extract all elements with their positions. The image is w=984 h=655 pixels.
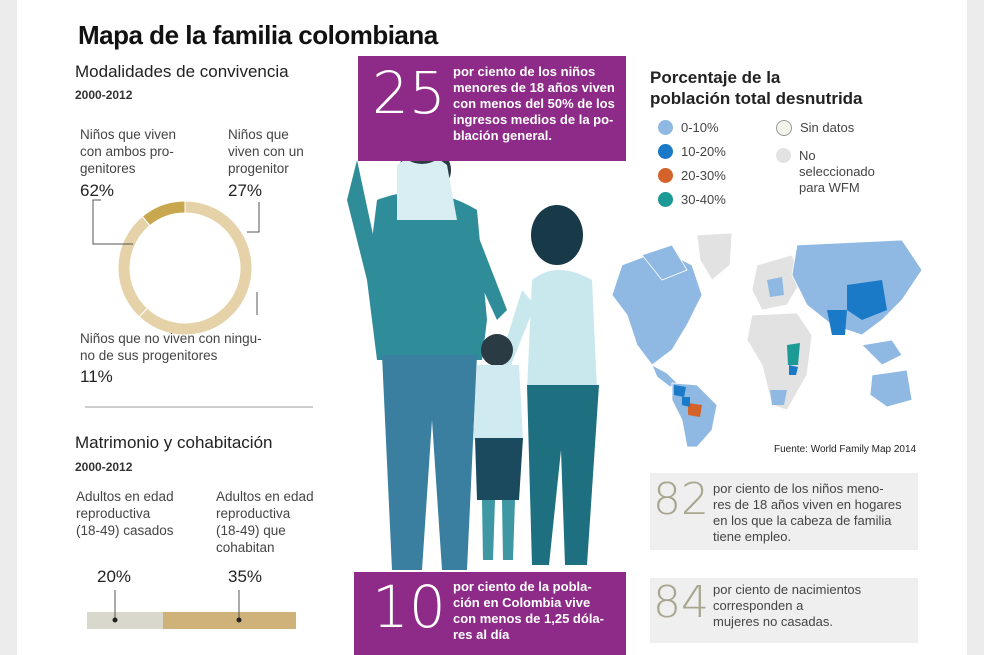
donut-segment-none bbox=[141, 200, 186, 227]
cohabiting-label: Adultos en edad reproductiva (18-49) que… bbox=[216, 489, 314, 555]
married-bar bbox=[87, 612, 163, 629]
cohabiting-pct: 35% bbox=[228, 567, 263, 586]
page-title: Mapa de la familia colombiana bbox=[78, 20, 438, 50]
legend-swatch bbox=[776, 148, 791, 163]
map-legend-other: Sin datos No seleccionado para WFM bbox=[776, 120, 875, 196]
legend-item-0-10: 0-10% bbox=[658, 120, 726, 135]
family-illustration bbox=[347, 140, 599, 570]
one-parent-label: Niños que viven con un progenitor bbox=[228, 127, 304, 176]
stat-10-box bbox=[354, 572, 626, 655]
section-divider bbox=[85, 406, 313, 408]
map-legend: 0-10% 10-20% 20-30% 30-40% bbox=[658, 120, 726, 207]
donut-segment-one bbox=[117, 215, 151, 318]
legend-item-no-seleccionado: No seleccionado para WFM bbox=[776, 148, 875, 196]
legend-swatch bbox=[658, 168, 673, 183]
stat-25-text: por ciento de los niños menores de 18 añ… bbox=[453, 64, 615, 143]
world-map bbox=[611, 232, 923, 448]
no-parent-label: Niños que no viven con ningu- no de sus … bbox=[80, 331, 262, 363]
infographic-page: Mapa de la familia colombiana Modalidade… bbox=[17, 0, 967, 655]
legend-swatch bbox=[658, 120, 673, 135]
stat-82-number: 82 bbox=[653, 474, 709, 525]
convivencia-heading: Modalidades de convivencia bbox=[75, 62, 289, 81]
married-label: Adultos en edad reproductiva (18-49) cas… bbox=[76, 489, 174, 538]
legend-item-30-40: 30-40% bbox=[658, 192, 726, 207]
one-parent-leader bbox=[247, 202, 260, 233]
stat-10-text: por ciento de la pobla- ción en Colombia… bbox=[453, 579, 604, 642]
legend-swatch bbox=[658, 144, 673, 159]
map-heading: Porcentaje de la población total desnutr… bbox=[650, 68, 863, 108]
bar-leaders bbox=[112, 590, 242, 623]
both-parents-pct: 62% bbox=[80, 181, 115, 200]
stat-84-box bbox=[650, 578, 918, 643]
stat-10-number: 10 bbox=[372, 573, 446, 641]
stat-84-number: 84 bbox=[653, 577, 709, 628]
cohabiting-bar bbox=[163, 612, 296, 629]
legend-swatch bbox=[658, 192, 673, 207]
one-parent-pct: 27% bbox=[228, 181, 263, 200]
convivencia-donut-chart bbox=[92, 199, 260, 336]
convivencia-years: 2000-2012 bbox=[75, 88, 133, 102]
both-parents-leader bbox=[92, 199, 133, 245]
matrimonio-heading: Matrimonio y cohabitación bbox=[75, 433, 273, 452]
legend-item-10-20: 10-20% bbox=[658, 144, 726, 159]
married-pct: 20% bbox=[97, 567, 132, 586]
stat-25-number: 25 bbox=[372, 59, 446, 127]
legend-swatch bbox=[776, 120, 792, 136]
both-parents-label: Niños que viven con ambos pro- genitores bbox=[80, 127, 177, 176]
legend-item-sin-datos: Sin datos bbox=[776, 120, 875, 136]
matrimonio-years: 2000-2012 bbox=[75, 460, 133, 474]
legend-item-20-30: 20-30% bbox=[658, 168, 726, 183]
stat-84-text: por ciento de nacimientos corresponden a… bbox=[713, 582, 862, 629]
map-source: Fuente: World Family Map 2014 bbox=[774, 444, 917, 455]
stat-25-box bbox=[358, 56, 626, 161]
stat-82-text: por ciento de los niños meno- res de 18 … bbox=[713, 481, 902, 544]
no-parent-pct: 11% bbox=[80, 367, 113, 386]
stat-82-box bbox=[650, 473, 918, 550]
